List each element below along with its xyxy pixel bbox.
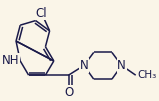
Text: N: N (80, 59, 88, 72)
Text: O: O (64, 86, 73, 99)
Text: NH: NH (2, 54, 20, 67)
Text: CH₃: CH₃ (138, 70, 157, 80)
Text: Cl: Cl (35, 7, 47, 20)
Text: N: N (117, 59, 126, 72)
